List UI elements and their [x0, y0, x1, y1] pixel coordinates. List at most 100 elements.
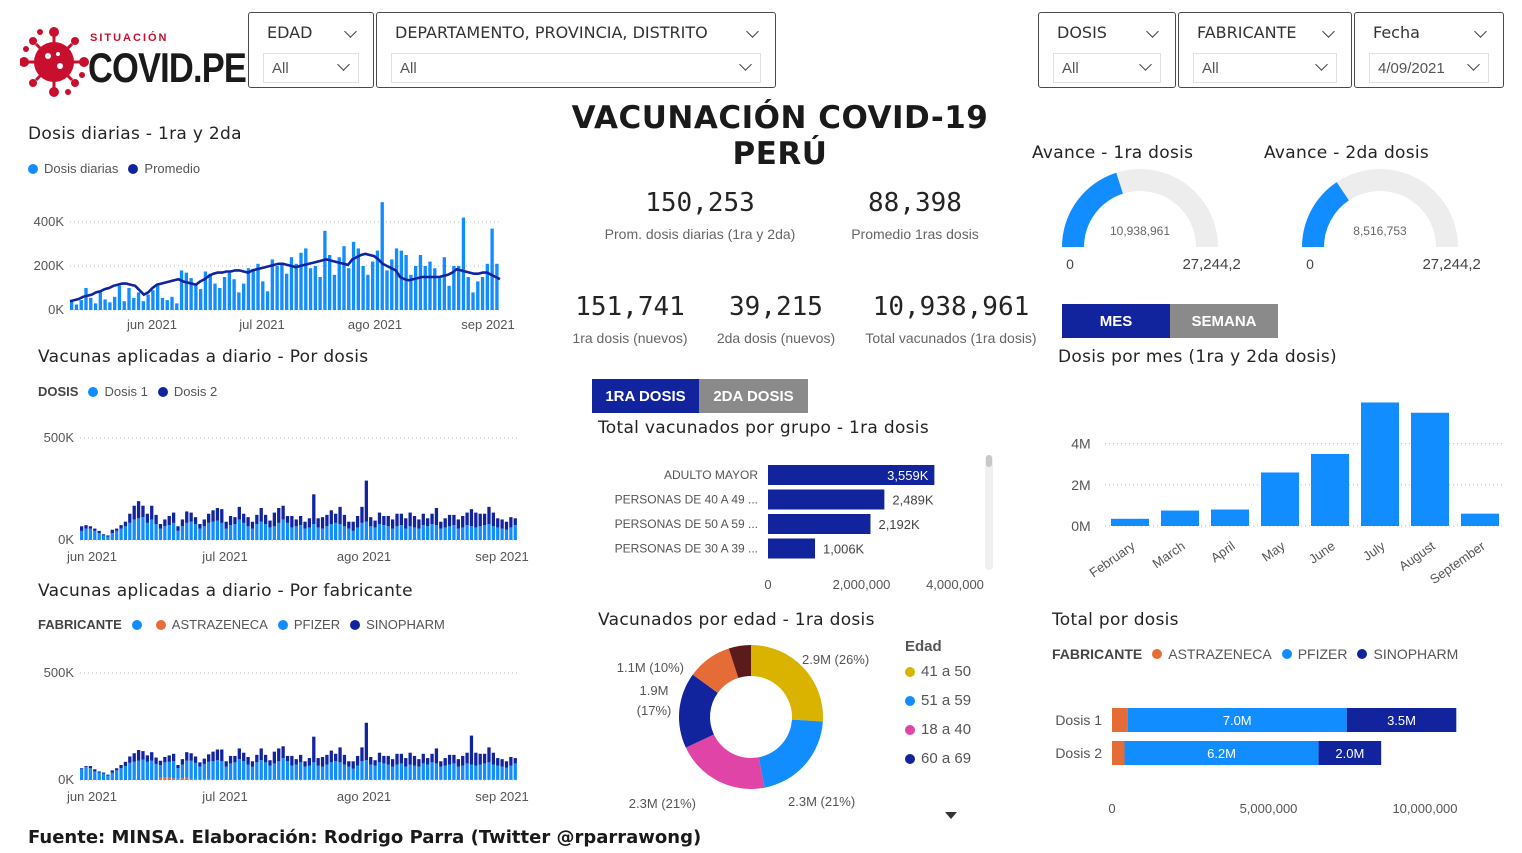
- chevron-down-icon[interactable]: [1322, 25, 1335, 38]
- chart-dosis-por-mes[interactable]: 0M 2M 4M February March April May June July Augus…: [1050, 375, 1510, 590]
- sinopharm-bar: [412, 755, 417, 766]
- astrazeneca-bar: [456, 779, 460, 780]
- legend-edad: Edad 41 a 50 51 a 59 18 a 40 60 a 69: [905, 638, 971, 767]
- slicer-edad[interactable]: EDAD All: [248, 12, 374, 88]
- slicer-fabricante[interactable]: FABRICANTE All: [1178, 12, 1352, 88]
- category-label: Dosis 1: [1055, 712, 1102, 728]
- tab-2da-dosis[interactable]: 2DA DOSIS: [699, 379, 808, 413]
- chevron-down-icon[interactable]: [746, 25, 759, 38]
- category-label: PERSONAS DE 30 A 39 ...: [615, 542, 758, 556]
- daily-bar: [385, 270, 389, 310]
- kpi-label: Total vacunados (1ra dosis): [865, 330, 1037, 346]
- chart-por-dosis[interactable]: 0K 500K jun 2021 jul 2021 ago 2021 sep 2021: [30, 420, 535, 570]
- sinopharm-bar: [285, 755, 290, 762]
- dosis1-bar: [404, 528, 408, 540]
- slicer-edad-dropdown[interactable]: All: [263, 53, 359, 83]
- chevron-down-icon[interactable]: [1474, 25, 1487, 38]
- daily-bar: [390, 259, 394, 310]
- dosis2-bar: [439, 521, 443, 529]
- pfizer-bar: [487, 762, 491, 780]
- daily-bar: [237, 292, 241, 310]
- astrazeneca-bar: [272, 779, 277, 780]
- slicer-fecha-value: 4/09/2021: [1378, 60, 1445, 77]
- daily-bar: [103, 299, 107, 310]
- dosis1-bar: [338, 524, 342, 540]
- slicer-departamento[interactable]: DEPARTAMENTO, PROVINCIA, DISTRITO All: [376, 12, 776, 88]
- data-label: 2,489K: [892, 493, 934, 508]
- dosis1-bar: [211, 521, 215, 540]
- pfizer-bar: [303, 766, 307, 780]
- tab-1ra-dosis[interactable]: 1RA DOSIS: [592, 379, 699, 413]
- chevron-down-icon[interactable]: [1146, 25, 1159, 38]
- daily-bar: [409, 274, 413, 310]
- pfizer-bar: [509, 765, 513, 780]
- dosis2-bar: [255, 514, 259, 525]
- donut-slice: [685, 734, 765, 789]
- pfizer-bar: [237, 759, 241, 780]
- pfizer-bar: [136, 760, 141, 780]
- donut-slice: [758, 719, 823, 788]
- chart-por-fabricante[interactable]: 0K 500K jun 2021 jul 2021 ago 2021 sep 2021: [30, 655, 535, 810]
- dosis1-bar: [263, 524, 268, 540]
- daily-bar: [437, 277, 442, 310]
- dosis2-bar: [373, 520, 377, 528]
- chart-daily-doses[interactable]: 0K 200K 400K jun 2021 jul 2021 ago 2021 sep 20…: [20, 190, 520, 340]
- pfizer-bar: [215, 760, 220, 780]
- x-tick-label: sep 2021: [475, 789, 529, 804]
- daily-bar: [117, 285, 122, 310]
- legend-dot-icon: [128, 163, 139, 174]
- slicer-departamento-dropdown[interactable]: All: [391, 53, 761, 83]
- dosis2-bar: [430, 513, 434, 525]
- astrazeneca-bar: [496, 779, 500, 780]
- slicer-dosis[interactable]: DOSIS All: [1038, 12, 1176, 88]
- chevron-down-icon[interactable]: [344, 25, 357, 38]
- kpi-value: 10,938,961: [872, 292, 1030, 322]
- slicer-fecha-dropdown[interactable]: 4/09/2021: [1369, 53, 1489, 83]
- pfizer-bar: [145, 761, 149, 780]
- slicer-dosis-dropdown[interactable]: All: [1053, 53, 1161, 83]
- chart-vacunados-por-grupo[interactable]: ADULTO MAYOR 3,559K PERSONAS DE 40 A 49 ..…: [585, 450, 1005, 600]
- daily-bar: [227, 272, 232, 310]
- dosis1-bar: [426, 526, 430, 540]
- dosis2-bar: [224, 521, 228, 529]
- dosis2-bar: [412, 516, 417, 528]
- tab-mes[interactable]: MES: [1062, 304, 1170, 338]
- daily-bar: [461, 217, 466, 310]
- x-tick-label: June: [1306, 538, 1338, 566]
- x-tick-label: 4,000,000: [926, 577, 984, 592]
- dosis2-bar: [163, 519, 167, 527]
- tab-semana[interactable]: SEMANA: [1170, 304, 1278, 338]
- dosis2-bar: [207, 513, 211, 523]
- sinopharm-bar: [408, 752, 412, 765]
- astrazeneca-bar: [452, 779, 456, 780]
- dosis2-bar: [461, 516, 465, 528]
- dosis1-bar: [421, 525, 425, 540]
- slicer-fabricante-dropdown[interactable]: All: [1193, 53, 1337, 83]
- kpi-label: Prom. dosis diarias (1ra y 2da): [604, 226, 796, 242]
- dosis1-bar: [132, 519, 136, 540]
- virus-icon: [20, 27, 89, 97]
- dosis1-bar: [307, 527, 312, 540]
- kpi-label: Promedio 1ras dosis: [851, 226, 979, 242]
- legend-scroll-down-icon[interactable]: [945, 812, 957, 819]
- sinopharm-bar: [145, 755, 149, 762]
- dosis2-bar: [509, 517, 513, 528]
- pfizer-bar: [176, 768, 180, 779]
- dosis1-bar: [478, 526, 482, 540]
- pfizer-bar: [329, 762, 333, 780]
- dosis1-bar: [185, 522, 189, 540]
- y-tick-label: 500K: [44, 430, 75, 445]
- slicer-fabricante-value: All: [1202, 60, 1219, 77]
- daily-bar: [313, 266, 318, 310]
- astrazeneca-bar: [430, 779, 434, 780]
- sinopharm-bar: [84, 766, 88, 768]
- slicer-fecha[interactable]: Fecha 4/09/2021: [1354, 12, 1504, 88]
- astrazeneca-bar: [382, 779, 386, 780]
- gauge-2da-dosis[interactable]: 8,516,753 0 27,244,203: [1280, 165, 1480, 280]
- kpi-1ra-dosis-nuevos: 151,741 1ra dosis (nuevos): [560, 292, 700, 346]
- gauge-1ra-dosis[interactable]: 10,938,961 0 27,244,203: [1040, 165, 1240, 280]
- chart-vacunados-por-edad[interactable]: 2.9M (26%) 2.3M (21%) 2.3M (21%) 1.9M (17%) 1…: [590, 640, 910, 820]
- dosis1-bar: [171, 522, 176, 540]
- month-bar: [1261, 472, 1299, 526]
- chart-total-por-dosis[interactable]: Dosis 1 7.0M 3.5M Dosis 2 6.2M 2.0M 0 5,000,000…: [1045, 675, 1515, 825]
